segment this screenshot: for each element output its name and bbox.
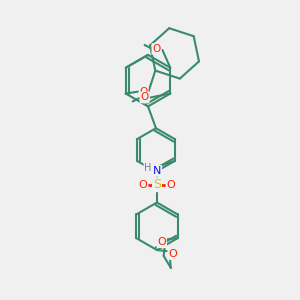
Text: O: O [167, 180, 175, 190]
Text: O: O [169, 249, 177, 259]
Text: S: S [153, 178, 161, 191]
Text: O: O [140, 86, 148, 97]
Text: H: H [144, 163, 152, 173]
Text: O: O [139, 180, 148, 190]
Text: O: O [152, 44, 160, 54]
Text: N: N [153, 166, 161, 176]
Text: O: O [158, 237, 166, 247]
Text: O: O [140, 92, 149, 103]
